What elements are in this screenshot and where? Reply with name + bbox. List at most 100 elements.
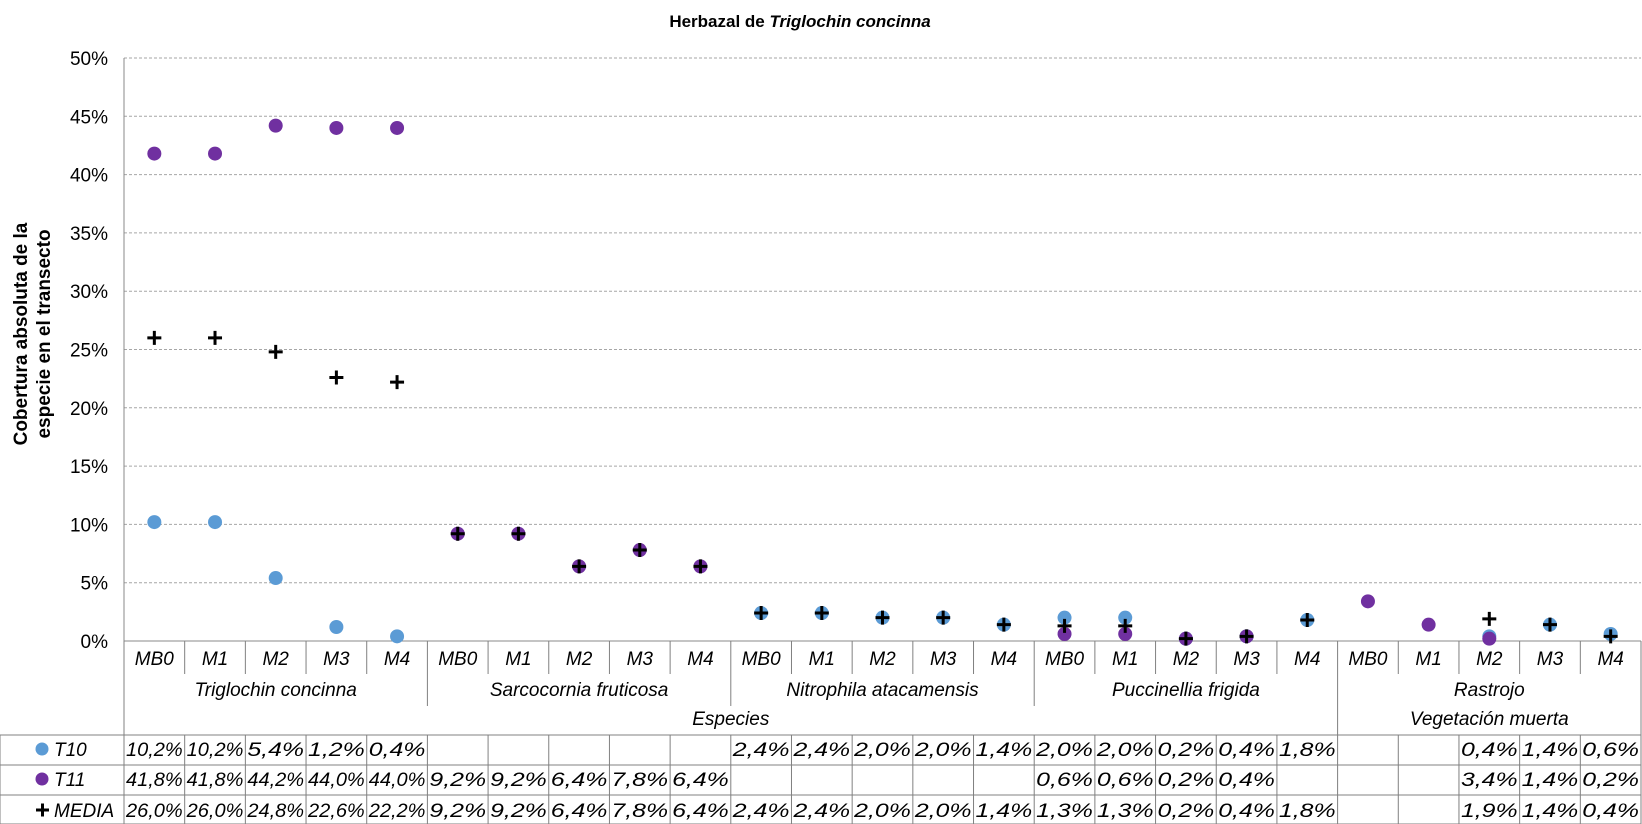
table-cell: 1,4% — [1522, 801, 1579, 822]
point-media — [693, 559, 708, 574]
point-t11 — [1118, 627, 1133, 642]
table-cell: 2,0% — [853, 801, 911, 822]
category-label: M3 — [1537, 649, 1564, 670]
table-cell: 0,2% — [1158, 770, 1215, 791]
y-tick-label: 50% — [70, 49, 108, 70]
table-cell: 2,4% — [792, 801, 850, 822]
y-tick-labels: 0% 5% 10% 15% 20% 25% 30% 35% 40% 45% 50% — [70, 49, 108, 653]
table-cell: 2,0% — [914, 801, 972, 822]
table-cell: 10,2% — [126, 740, 183, 761]
table-cell: 1,8% — [1279, 801, 1336, 822]
table-cell: 0,2% — [1158, 801, 1215, 822]
table-cell: 0,2% — [1158, 740, 1215, 761]
table-cell: 3,4% — [1461, 770, 1518, 791]
x-axis-label: Especies — [692, 709, 770, 730]
table-cell: 1,8% — [1279, 740, 1336, 761]
point-media — [875, 610, 890, 625]
y-tick-label: 10% — [70, 515, 108, 536]
category-label: M1 — [202, 649, 228, 670]
table-cell: 44,2% — [247, 770, 304, 791]
table-cell: 26,0% — [186, 801, 244, 822]
point-media — [1118, 618, 1133, 633]
point-t11 — [147, 146, 162, 161]
point-media — [450, 526, 465, 541]
table-cell: 0,4% — [1218, 770, 1275, 791]
table-cell: 0,4% — [1218, 740, 1275, 761]
point-t10 — [268, 571, 283, 586]
category-label: M2 — [869, 649, 896, 670]
table-cell: 44,0% — [369, 770, 426, 791]
category-label: M4 — [991, 649, 1017, 670]
y-tick-label: 15% — [70, 457, 108, 478]
table-cell: 24,8% — [246, 801, 304, 822]
point-media — [632, 543, 647, 558]
table-cell: 0,2% — [1582, 770, 1639, 791]
table-cell: 7,8% — [611, 801, 668, 822]
point-t11 — [1421, 617, 1436, 632]
point-media — [996, 617, 1011, 632]
table-cell: 0,4% — [1582, 801, 1639, 822]
y-tick-label: 20% — [70, 399, 108, 420]
table-cell: 5,4% — [247, 740, 304, 761]
table-cell: 0,4% — [369, 740, 426, 761]
legend-label: T11 — [54, 770, 85, 791]
point-t11 — [1482, 631, 1497, 646]
legend-label: T10 — [54, 740, 87, 761]
table-cell: 1,4% — [976, 740, 1033, 761]
table-cell: 6,4% — [551, 801, 608, 822]
table-cell: 1,9% — [1461, 801, 1518, 822]
y-tick-label: 45% — [70, 107, 108, 128]
category-label: M4 — [1597, 649, 1623, 670]
y-tick-label: 25% — [70, 341, 108, 362]
point-media — [390, 375, 405, 390]
point-media — [1542, 617, 1557, 632]
table-cell: 6,4% — [672, 801, 729, 822]
table-cell: 2,0% — [1035, 740, 1093, 761]
table-cell: 41,8% — [126, 770, 183, 791]
category-label: M3 — [627, 649, 654, 670]
category-label: M4 — [687, 649, 713, 670]
table-cell: 10,2% — [187, 740, 244, 761]
point-media — [1603, 629, 1618, 644]
table-cell: 9,2% — [429, 801, 486, 822]
table-cell: 0,6% — [1582, 740, 1639, 761]
table-cell: 0,4% — [1461, 740, 1518, 761]
point-media — [511, 526, 526, 541]
data-points — [147, 118, 1618, 646]
category-label: M2 — [566, 649, 593, 670]
y-tick-label: 40% — [70, 166, 108, 187]
point-t10 — [1118, 610, 1133, 625]
table-cell: 0,4% — [1218, 801, 1275, 822]
category-label: MB0 — [742, 649, 782, 670]
category-label: M3 — [930, 649, 957, 670]
category-label: M4 — [384, 649, 410, 670]
table-cell: 2,4% — [792, 740, 850, 761]
category-label: M2 — [1476, 649, 1503, 670]
table-cell: 2,4% — [731, 801, 789, 822]
y-tick-label: 0% — [81, 632, 109, 653]
category-label: M1 — [1112, 649, 1138, 670]
table-cell: 1,2% — [308, 740, 365, 761]
table-cell: 2,4% — [731, 740, 789, 761]
table-cell: 22,6% — [307, 801, 365, 822]
category-label: MB0 — [135, 649, 175, 670]
table-cell: 1,4% — [1522, 740, 1579, 761]
point-media — [814, 606, 829, 621]
point-media — [268, 344, 283, 359]
point-media — [936, 610, 951, 625]
category-label: M1 — [809, 649, 835, 670]
point-t11 — [390, 120, 405, 135]
table-cell: 9,2% — [429, 770, 486, 791]
chart-title: Herbazal de Triglochin concinna — [669, 12, 930, 31]
category-label: M2 — [1173, 649, 1200, 670]
table-cell: 26,0% — [125, 801, 183, 822]
point-media — [1057, 618, 1072, 633]
data-table: MB0 M1 M2 M3 M4 MB0 M1 M2 M3 M4 MB0 M1 M2 M3 M4 MB0 M1 M2… — [0, 641, 1642, 824]
category-label: MB0 — [1045, 649, 1085, 670]
table-cell: 9,2% — [490, 770, 547, 791]
legend-marker — [35, 742, 49, 756]
chart-title-italic: Triglochin concinna — [769, 12, 930, 31]
table-cell: 6,4% — [551, 770, 608, 791]
table-cell: 0,6% — [1036, 770, 1093, 791]
table-cell: 6,4% — [672, 770, 729, 791]
